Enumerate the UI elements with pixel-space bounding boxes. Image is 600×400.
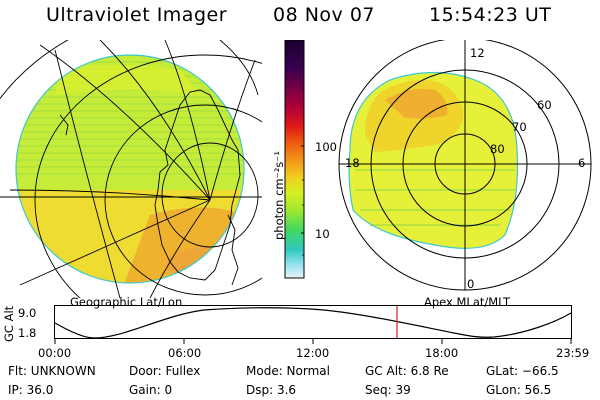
colorbar [284,40,305,279]
status-door: Door: Fullex [129,364,201,378]
mlt-label-6: 6 [578,156,586,170]
orbit-altitude-curve [54,307,572,339]
date-label: 08 Nov 07 [273,4,376,26]
colorbar-tick-10: 10 [315,227,330,241]
timeline-ymax: 9.0 [18,306,37,320]
timeline-tick-0600: 06:00 [168,346,202,360]
status-gc-alt: GC Alt: 6.8 Re [365,364,449,378]
colorbar-tick-100: 100 [315,140,337,154]
colorbar-unit-label: photon cm⁻²s⁻¹ [272,151,286,240]
timeline-tick-2359: 23:59 [556,346,590,360]
geographic-image [0,40,262,298]
mlat-label-80: 80 [490,142,505,156]
coastline-outline [154,89,241,281]
mlat-label-60: 60 [537,98,552,112]
status-glon: GLon: 56.5 [486,383,552,397]
timeline-ymin: 1.8 [18,326,37,340]
timeline-axis-title: GC Alt [2,305,16,342]
mlat-label-70: 70 [512,120,527,134]
mlt-label-0: 0 [467,277,475,291]
mlt-label-18: 18 [345,156,360,170]
status-seq: Seq: 39 [365,383,411,397]
orbit-altitude-plot [54,305,572,344]
status-ip: IP: 36.0 [8,383,54,397]
status-dsp: Dsp: 3.6 [246,383,297,397]
status-flight: Flt: UNKNOWN [8,364,96,378]
status-gain: Gain: 0 [129,383,173,397]
timeline-tick-0000: 00:00 [38,346,72,360]
mlt-label-12: 12 [470,46,485,60]
instrument-title: Ultraviolet Imager [46,4,228,26]
timeline-tick-1800: 18:00 [425,346,459,360]
timeline-tick-1200: 12:00 [296,346,330,360]
status-glat: GLat: −66.5 [486,364,559,378]
time-label: 15:54:23 UT [429,4,552,26]
polar-image [338,40,592,291]
status-mode: Mode: Normal [246,364,330,378]
